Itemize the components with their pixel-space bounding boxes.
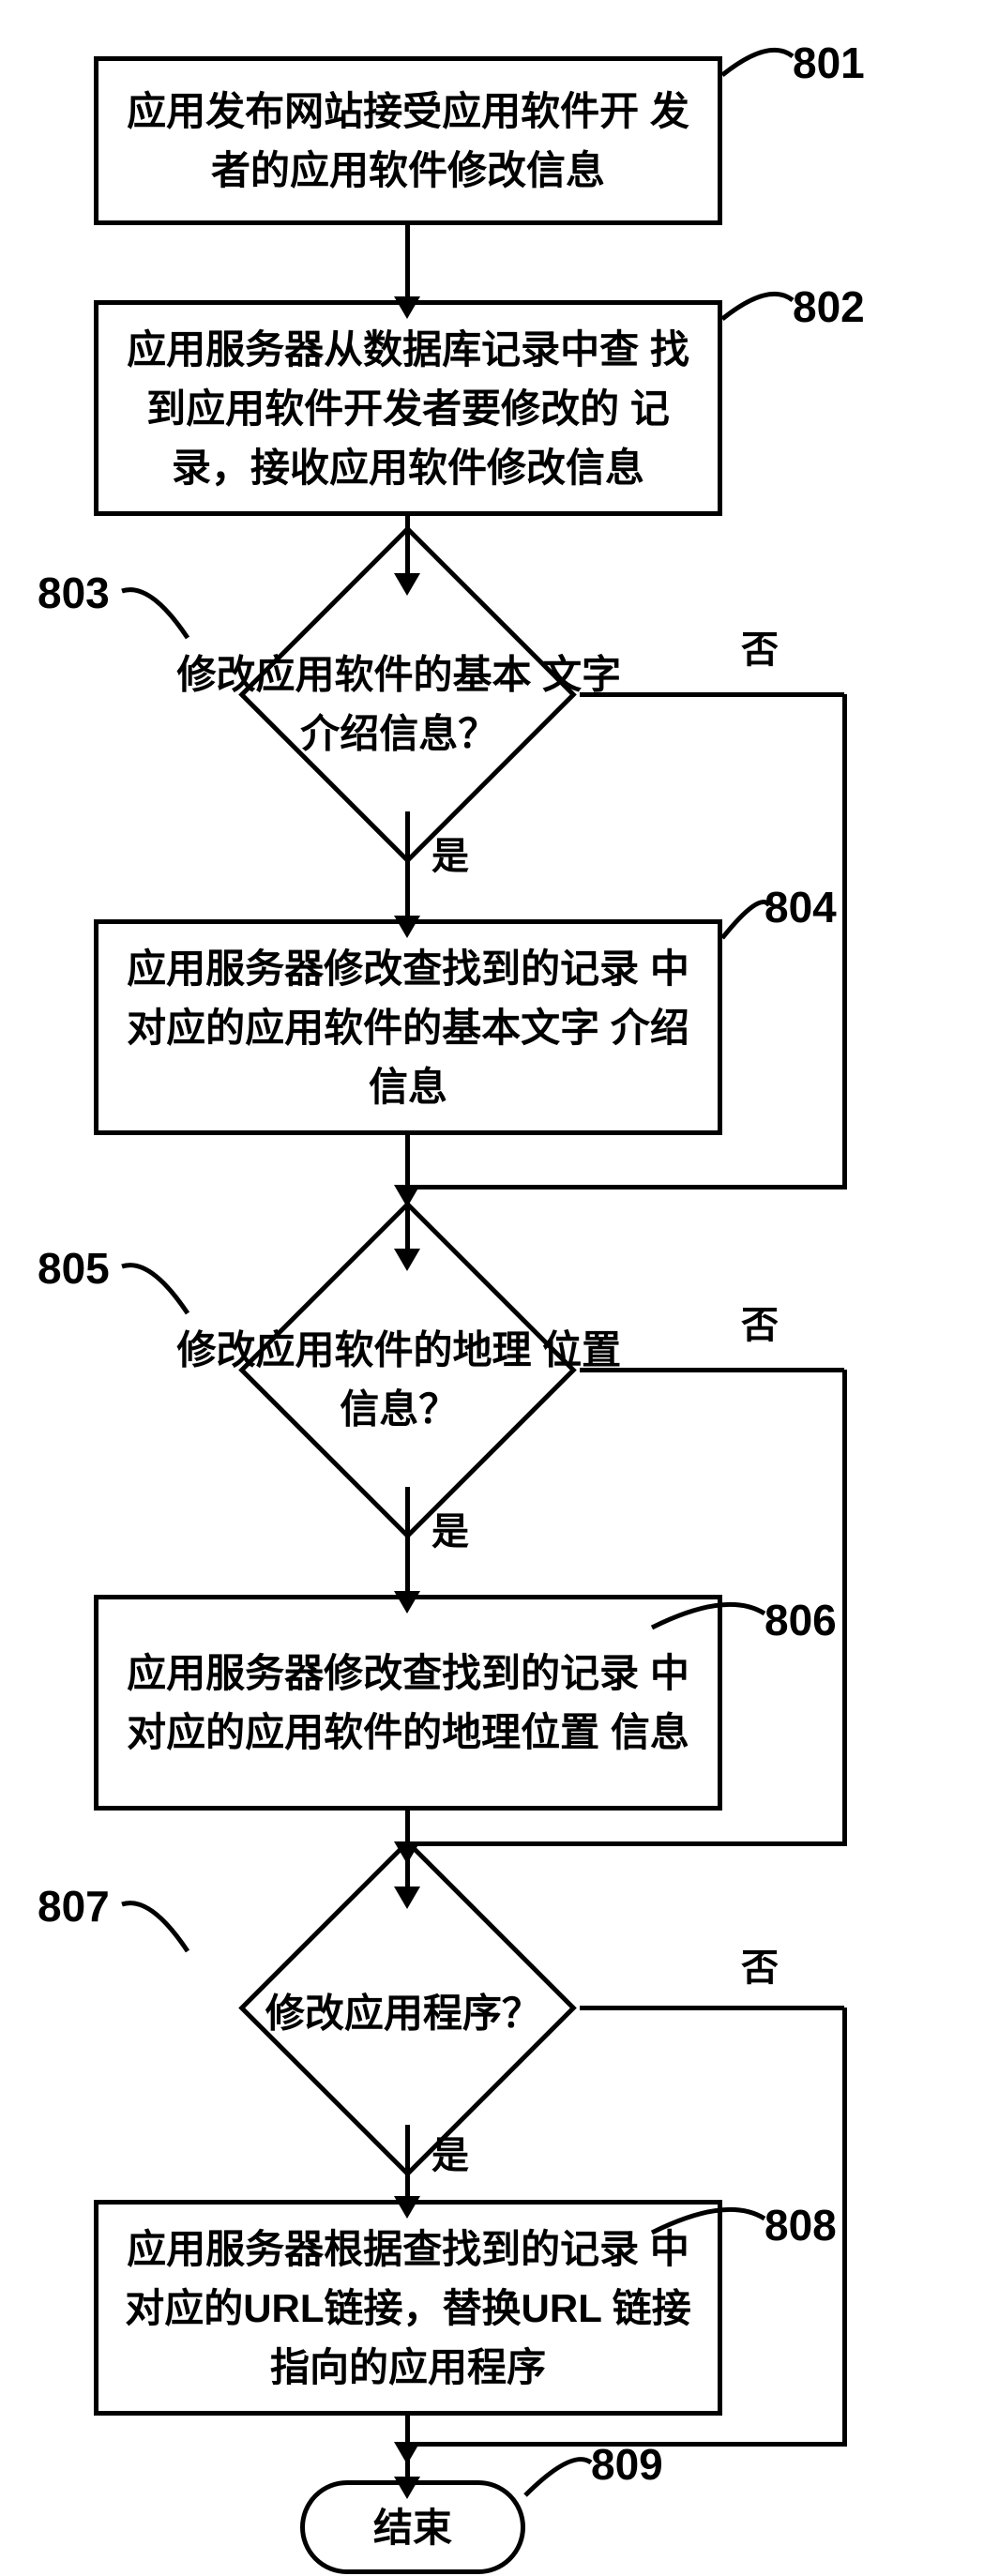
callout-c809 (497, 2434, 619, 2523)
terminator-text-809: 结束 (373, 2498, 452, 2557)
edge-n805-n806 (405, 1487, 410, 1595)
edge-no-n805-arrow (394, 1841, 420, 1864)
edge-label-yes803: 是 (431, 826, 469, 880)
edge-no-n805-v (842, 1370, 847, 1843)
edge-label-yes807: 是 (431, 2125, 469, 2179)
edge-no-n805-h1 (580, 1368, 844, 1372)
edge-no-n807-v (842, 2008, 847, 2444)
edge-n803-n804-arrow (394, 916, 420, 938)
callout-c804 (694, 877, 797, 966)
edge-no-n803-h1 (580, 692, 844, 697)
edge-n801-n802 (405, 225, 410, 300)
process-804: 应用服务器修改查找到的记录 中对应的应用软件的基本文字 介绍信息 (94, 919, 722, 1135)
edge-n801-n802-arrow (394, 296, 420, 319)
edge-n806-n807-arrow (394, 1887, 420, 1909)
edge-no-n807-arrow (394, 2442, 420, 2464)
callout-c808 (624, 2190, 793, 2261)
edge-label-no805: 否 (741, 1295, 779, 1349)
callout-c806 (624, 1585, 793, 1656)
edge-no-n803-h2 (407, 1185, 847, 1190)
flowchart-canvas: 应用发布网站接受应用软件开 发者的应用软件修改信息应用服务器从数据库记录中查 找… (0, 0, 984, 2576)
process-text-804: 应用服务器修改查找到的记录 中对应的应用软件的基本文字 介绍信息 (117, 939, 699, 1116)
process-text-802: 应用服务器从数据库记录中查 找到应用软件开发者要修改的 记录，接收应用软件修改信… (117, 320, 699, 497)
process-text-808: 应用服务器根据查找到的记录 中对应的URL链接，替换URL 链接指向的应用程序 (117, 2220, 699, 2397)
process-801: 应用发布网站接受应用软件开 发者的应用软件修改信息 (94, 56, 722, 225)
edge-no-n803-v (842, 694, 847, 1187)
edge-n802-n803 (405, 516, 410, 577)
edge-no-n803-arrow (394, 1185, 420, 1207)
edge-no-n807-h1 (580, 2006, 844, 2010)
edge-label-no803: 否 (741, 619, 779, 674)
edge-n803-n804 (405, 811, 410, 919)
edge-no-n805-h2 (407, 1841, 847, 1846)
edge-label-no807: 否 (741, 1937, 779, 1992)
edge-n805-n806-arrow (394, 1591, 420, 1614)
edge-n802-n803-arrow (394, 573, 420, 596)
edge-label-yes805: 是 (431, 1501, 469, 1555)
callout-c805 (94, 1238, 216, 1341)
callout-c803 (94, 563, 216, 666)
edge-n808-n809-arrow (394, 2477, 420, 2499)
edge-n804-n805-arrow (394, 1249, 420, 1271)
process-text-801: 应用发布网站接受应用软件开 发者的应用软件修改信息 (117, 82, 699, 200)
decision-text-807: 修改应用程序？ (168, 1982, 637, 2041)
callout-c807 (94, 1876, 216, 1979)
decision-text-805: 修改应用软件的地理 位置信息？ (164, 1319, 633, 1437)
callout-c802 (694, 272, 821, 347)
callout-c801 (694, 28, 821, 103)
edge-n807-n808-arrow (394, 2196, 420, 2219)
process-802: 应用服务器从数据库记录中查 找到应用软件开发者要修改的 记录，接收应用软件修改信… (94, 300, 722, 516)
process-text-806: 应用服务器修改查找到的记录 中对应的应用软件的地理位置 信息 (117, 1644, 699, 1762)
decision-text-803: 修改应用软件的基本 文字介绍信息？ (164, 644, 633, 762)
edge-n807-n808 (405, 2125, 410, 2200)
